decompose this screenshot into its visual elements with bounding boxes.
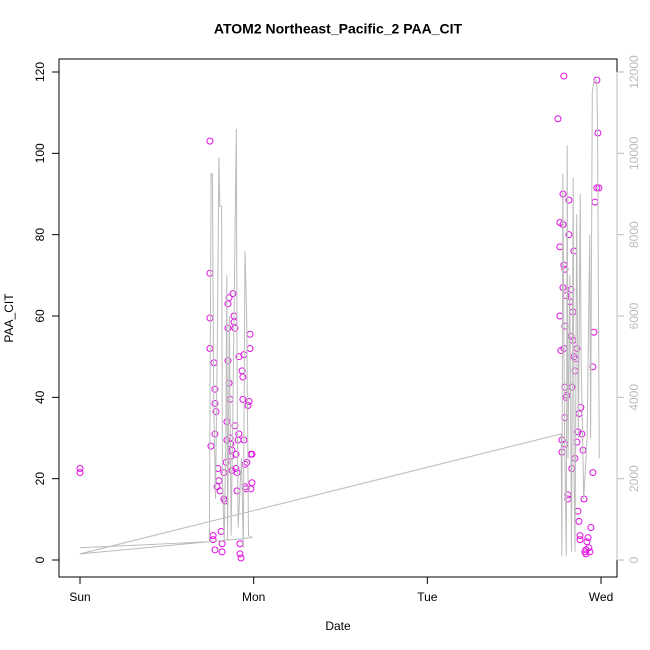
point <box>236 540 244 548</box>
point <box>211 430 219 438</box>
point <box>76 469 84 477</box>
point <box>587 523 595 531</box>
point <box>576 532 584 540</box>
y2-tick-label: 0 <box>627 556 641 563</box>
point <box>585 544 593 552</box>
y-tick-label: 80 <box>33 228 47 242</box>
y2-tick-label: 6000 <box>627 302 641 329</box>
point <box>206 137 214 145</box>
point <box>576 536 584 544</box>
point <box>583 538 591 546</box>
point <box>237 554 245 562</box>
point <box>584 534 592 542</box>
point <box>589 469 597 477</box>
y-tick-label: 0 <box>33 556 47 563</box>
point <box>218 548 226 556</box>
x-axis-label: Date <box>325 619 351 633</box>
point <box>224 357 232 365</box>
point <box>244 401 252 409</box>
y-tick-label: 120 <box>33 62 47 82</box>
point <box>211 385 219 393</box>
point <box>209 532 217 540</box>
point <box>239 395 247 403</box>
y2-tick-label: 4000 <box>627 384 641 411</box>
point <box>206 269 214 277</box>
x-tick-label: Mon <box>242 590 265 604</box>
point <box>586 548 594 556</box>
y-tick-label: 20 <box>33 472 47 486</box>
point <box>595 184 603 192</box>
point <box>232 465 240 473</box>
point <box>231 324 239 332</box>
y-axis-label: PAA_CIT <box>2 293 16 343</box>
point <box>248 479 256 487</box>
chart-title: ATOM2 Northeast_Pacific_2 PAA_CIT <box>214 21 463 37</box>
y2-tick-label: 10000 <box>627 136 641 170</box>
point <box>209 536 217 544</box>
point <box>216 487 224 495</box>
point <box>246 345 254 353</box>
line <box>79 79 600 556</box>
point <box>574 507 582 515</box>
point <box>233 469 241 477</box>
point <box>218 540 226 548</box>
point <box>593 184 601 192</box>
point <box>560 72 568 80</box>
point <box>222 458 230 466</box>
point <box>248 450 256 458</box>
point <box>217 528 225 536</box>
point <box>242 485 250 493</box>
y-tick-label: 60 <box>33 309 47 323</box>
point <box>571 367 579 375</box>
point <box>556 243 564 251</box>
point <box>590 328 598 336</box>
point <box>207 442 215 450</box>
point <box>224 300 232 308</box>
point <box>246 330 254 338</box>
point <box>245 397 253 405</box>
point <box>234 436 242 444</box>
y-tick-label: 100 <box>33 143 47 163</box>
y2-tick-label: 12000 <box>627 55 641 89</box>
point <box>554 115 562 123</box>
point <box>565 196 573 204</box>
plot-box <box>58 58 618 578</box>
point <box>235 430 243 438</box>
y2-tick-label: 8000 <box>627 221 641 248</box>
point <box>224 324 232 332</box>
point <box>229 290 237 298</box>
point <box>582 550 590 558</box>
point <box>215 477 223 485</box>
point <box>573 438 581 446</box>
point <box>591 198 599 206</box>
point <box>212 408 220 416</box>
point <box>233 487 241 495</box>
point <box>232 450 240 458</box>
point <box>76 465 84 473</box>
x-tick-label: Sun <box>69 590 90 604</box>
point <box>565 231 573 239</box>
point <box>239 373 247 381</box>
point <box>236 550 244 558</box>
point <box>211 399 219 407</box>
y-tick-label: 40 <box>33 390 47 404</box>
point <box>575 517 583 525</box>
point <box>231 422 239 430</box>
point <box>225 294 233 302</box>
x-tick-label: Tue <box>417 590 438 604</box>
x-tick-label: Wed <box>589 590 613 604</box>
y2-tick-label: 2000 <box>627 465 641 492</box>
point <box>211 546 219 554</box>
